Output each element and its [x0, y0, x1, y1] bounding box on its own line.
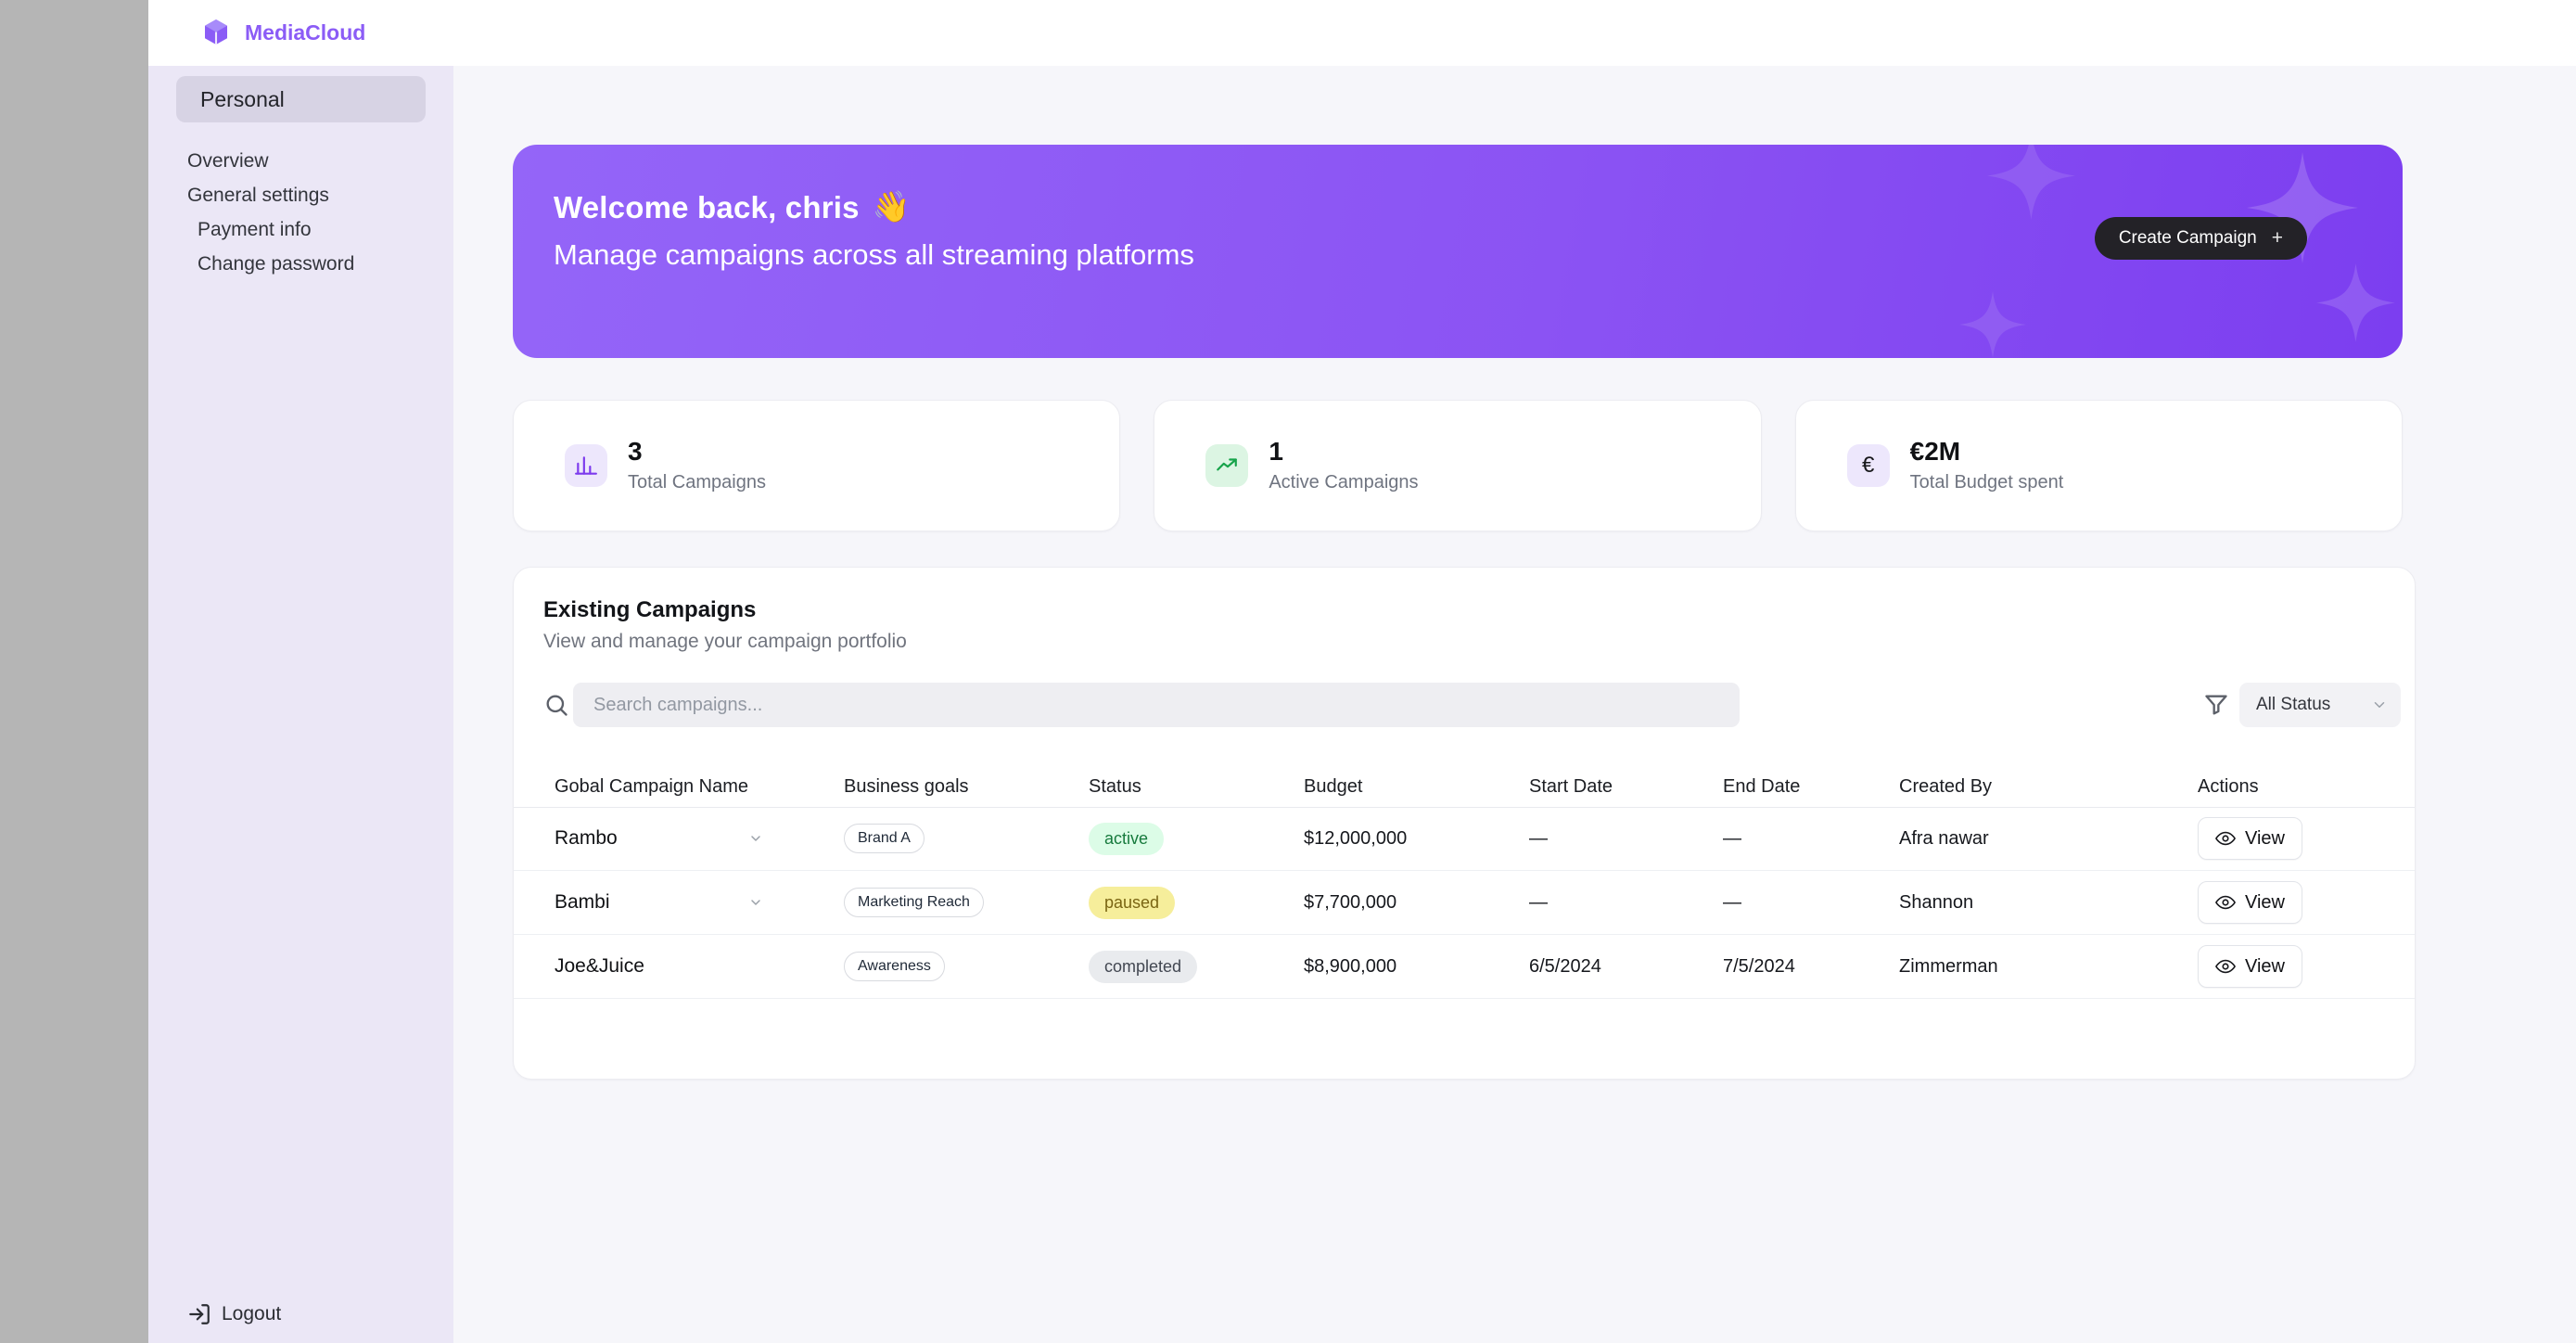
search-icon	[546, 695, 567, 716]
start-date: —	[1529, 891, 1548, 913]
eye-icon	[2215, 831, 2236, 846]
stat-label: Total Campaigns	[628, 472, 766, 493]
sparkle-icon	[2247, 152, 2358, 263]
sidebar-item-label: Overview	[187, 149, 269, 172]
sidebar-item-payment-info[interactable]: Payment info	[148, 212, 453, 247]
status-filter-select[interactable]: All Status	[2239, 683, 2401, 727]
sidebar-item-label: Change password	[198, 252, 355, 275]
view-label: View	[2245, 891, 2285, 913]
col-header: End Date	[1723, 775, 1801, 797]
sidebar-item-change-password[interactable]: Change password	[148, 247, 453, 281]
eye-icon	[2215, 959, 2236, 974]
col-header: Gobal Campaign Name	[555, 775, 748, 797]
col-header: Business goals	[844, 775, 969, 797]
chevron-down-icon	[2374, 702, 2385, 708]
budget-value: $7,700,000	[1304, 891, 1397, 913]
existing-campaigns-card: Existing Campaigns View and manage your …	[513, 567, 2416, 1080]
sidebar-item-general-settings[interactable]: General settings	[148, 178, 453, 212]
filter-funnel-icon[interactable]	[2203, 692, 2229, 718]
status-badge: completed	[1089, 950, 1198, 983]
welcome-title: Welcome back, chris 👋	[554, 189, 911, 224]
end-date: 7/5/2024	[1723, 955, 1795, 977]
created-by: Shannon	[1899, 891, 1974, 913]
stat-value: €2M	[1909, 436, 1961, 466]
stats-row: 3 Total Campaigns 1 Active Campaigns € €…	[513, 400, 2403, 531]
stat-label: Active Campaigns	[1269, 472, 1419, 493]
business-goal-badge: Marketing Reach	[844, 888, 984, 917]
stat-value: 3	[628, 436, 643, 466]
euro-icon: €	[1846, 444, 1890, 487]
stat-value: 1	[1269, 436, 1283, 466]
campaign-name: Rambo	[555, 827, 618, 849]
business-goal-badge: Brand A	[844, 824, 925, 853]
campaign-name: Bambi	[555, 891, 610, 913]
logout-label: Logout	[222, 1303, 282, 1324]
stat-card-total-budget: € €2M Total Budget spent	[1794, 400, 2403, 531]
table-header: Gobal Campaign Name Business goals Statu…	[514, 766, 2415, 808]
sidebar-section-label: Personal	[200, 86, 285, 111]
logout-button[interactable]: Logout	[187, 1302, 281, 1326]
business-goal-badge: Awareness	[844, 952, 945, 981]
col-header: Created By	[1899, 775, 1993, 797]
sparkle-icon	[2316, 263, 2395, 342]
col-header: Actions	[2198, 775, 2259, 797]
view-label: View	[2245, 955, 2285, 977]
sparkle-icon	[1987, 145, 2075, 220]
start-date: —	[1529, 827, 1548, 849]
eye-icon	[2215, 895, 2236, 910]
welcome-subtitle: Manage campaigns across all streaming pl…	[554, 238, 1194, 271]
table-row: Rambo Brand A active $12,000,000 — — Afr…	[514, 807, 2415, 871]
status-badge: paused	[1089, 886, 1176, 919]
search-input[interactable]	[573, 683, 1740, 727]
view-button[interactable]: View	[2198, 817, 2302, 860]
main-content: Welcome back, chris 👋 Manage campaigns a…	[453, 66, 2576, 1343]
campaigns-title: Existing Campaigns	[543, 597, 757, 622]
start-date: 6/5/2024	[1529, 955, 1601, 977]
logout-icon	[189, 1304, 210, 1324]
stat-card-active-campaigns: 1 Active Campaigns	[1154, 400, 1762, 531]
sidebar-nav: Overview General settings Payment info C…	[148, 144, 453, 281]
view-label: View	[2245, 827, 2285, 849]
plus-icon: +	[2271, 227, 2283, 249]
mediacloud-logo-icon	[205, 19, 227, 45]
chevron-down-icon[interactable]	[748, 831, 763, 846]
sparkle-icon	[1959, 291, 2026, 358]
brand-logo: MediaCloud	[199, 17, 365, 50]
col-header: Start Date	[1529, 775, 1613, 797]
chevron-down-icon[interactable]	[748, 895, 763, 910]
view-button[interactable]: View	[2198, 881, 2302, 924]
sidebar-section-personal[interactable]: Personal	[176, 76, 426, 122]
table-row: Joe&Juice Awareness completed $8,900,000…	[514, 935, 2415, 999]
create-campaign-button[interactable]: Create Campaign +	[2094, 217, 2307, 260]
campaign-name: Joe&Juice	[555, 955, 644, 977]
left-gray-strip	[0, 0, 148, 1343]
campaign-rows: Rambo Brand A active $12,000,000 — — Afr…	[514, 807, 2415, 999]
welcome-banner: Welcome back, chris 👋 Manage campaigns a…	[513, 145, 2403, 358]
sidebar-item-label: General settings	[187, 184, 329, 206]
sidebar-item-label: Payment info	[198, 218, 312, 240]
stat-label: Total Budget spent	[1909, 472, 2064, 493]
view-button[interactable]: View	[2198, 945, 2302, 988]
sidebar-item-overview[interactable]: Overview	[148, 144, 453, 178]
wave-emoji: 👋	[872, 189, 911, 224]
status-badge: active	[1089, 822, 1165, 855]
trending-up-icon	[1205, 444, 1249, 487]
stat-card-total-campaigns: 3 Total Campaigns	[513, 400, 1121, 531]
created-by: Afra nawar	[1899, 827, 1989, 849]
bar-chart-icon	[565, 444, 607, 487]
col-header: Budget	[1304, 775, 1363, 797]
brand-name: MediaCloud	[245, 20, 366, 45]
budget-value: $8,900,000	[1304, 955, 1397, 977]
top-header: MediaCloud	[148, 0, 2576, 66]
end-date: —	[1723, 891, 1741, 913]
campaigns-subtitle: View and manage your campaign portfolio	[543, 631, 907, 652]
col-header: Status	[1089, 775, 1141, 797]
status-filter-label: All Status	[2256, 695, 2331, 714]
sidebar: Personal Overview General settings Payme…	[148, 66, 453, 1343]
budget-value: $12,000,000	[1304, 827, 1408, 849]
table-row: Bambi Marketing Reach paused $7,700,000 …	[514, 871, 2415, 935]
created-by: Zimmerman	[1899, 955, 1998, 977]
end-date: —	[1723, 827, 1741, 849]
create-campaign-label: Create Campaign	[2118, 228, 2257, 248]
